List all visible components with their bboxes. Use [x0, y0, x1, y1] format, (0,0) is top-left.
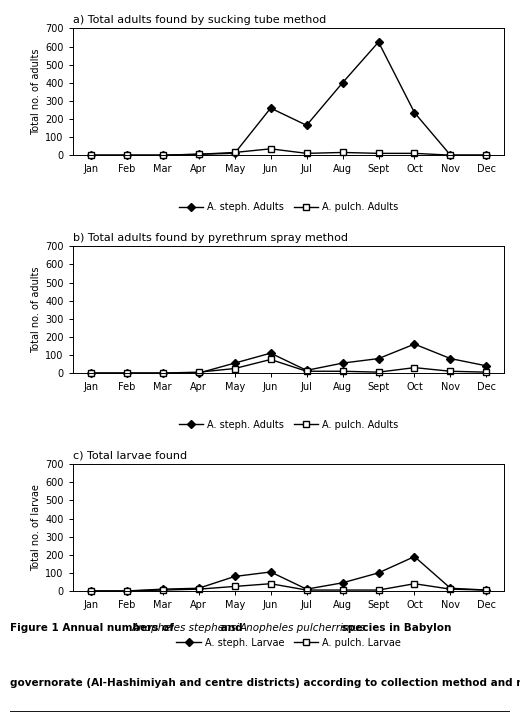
Y-axis label: Total no. of adults: Total no. of adults — [31, 266, 41, 353]
Text: Anopheles stephensi: Anopheles stephensi — [132, 623, 240, 633]
Text: c) Total larvae found: c) Total larvae found — [73, 451, 187, 461]
Text: Figure 1 Annual numbers of: Figure 1 Annual numbers of — [10, 623, 178, 633]
Text: a) Total adults found by sucking tube method: a) Total adults found by sucking tube me… — [73, 15, 326, 25]
Text: Anopheles pulcherrimus: Anopheles pulcherrimus — [240, 623, 366, 633]
Text: and: and — [217, 623, 246, 633]
Legend: A. steph. Adults, A. pulch. Adults: A. steph. Adults, A. pulch. Adults — [175, 416, 402, 434]
Legend: A. steph. Adults, A. pulch. Adults: A. steph. Adults, A. pulch. Adults — [175, 198, 402, 216]
Y-axis label: Total no. of adults: Total no. of adults — [31, 48, 41, 135]
Text: species in Babylon: species in Babylon — [339, 623, 452, 633]
Text: governorate (Al-Hashimiyah and centre districts) according to collection method : governorate (Al-Hashimiyah and centre di… — [10, 678, 520, 688]
Text: b) Total adults found by pyrethrum spray method: b) Total adults found by pyrethrum spray… — [73, 233, 348, 243]
Legend: A. steph. Larvae, A. pulch. Larvae: A. steph. Larvae, A. pulch. Larvae — [173, 634, 405, 651]
Y-axis label: Total no. of larvae: Total no. of larvae — [31, 484, 41, 571]
